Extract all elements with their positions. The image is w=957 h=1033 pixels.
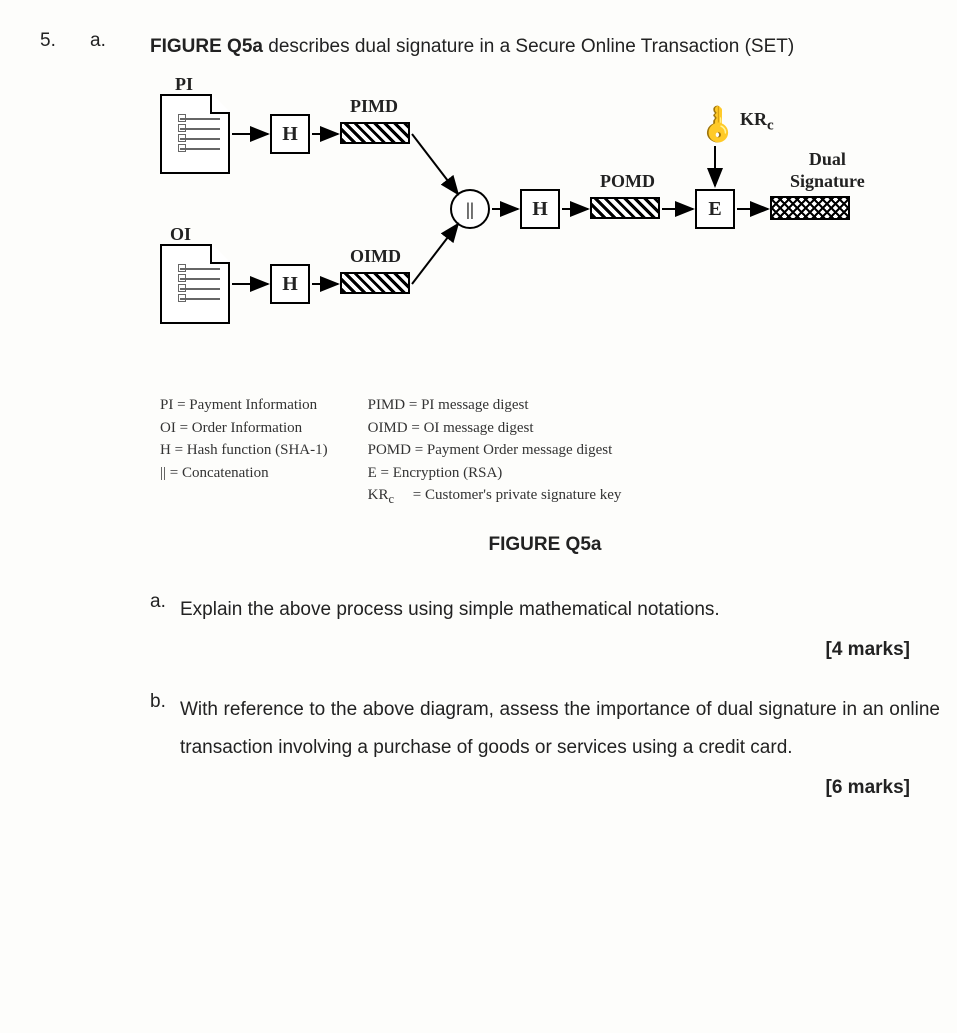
legend-item: PI = Payment Information — [160, 394, 328, 417]
sub-b-marks: [6 marks] — [150, 777, 940, 799]
legend-item: OIMD = OI message digest — [368, 417, 622, 440]
legend-item: KRc = Customer's private signature key — [368, 484, 622, 509]
intro-rest: describes dual signature in a Secure Onl… — [263, 36, 794, 57]
question-row: 5. a. FIGURE Q5a describes dual signatur… — [40, 30, 917, 829]
legend-item: POMD = Payment Order message digest — [368, 439, 622, 462]
question-body: FIGURE Q5a describes dual signature in a… — [150, 30, 940, 829]
sub-a-marks: [4 marks] — [150, 639, 940, 661]
legend-item: E = Encryption (RSA) — [368, 462, 622, 485]
legend-col-1: PI = Payment InformationOI = Order Infor… — [160, 394, 328, 509]
arrow-layer — [150, 74, 940, 374]
sub-a-body: Explain the above process using simple m… — [180, 591, 940, 629]
figure-ref: FIGURE Q5a — [150, 36, 263, 57]
question-letter: a. — [90, 30, 150, 829]
sub-b: b. With reference to the above diagram, … — [150, 691, 940, 767]
legend-item: H = Hash function (SHA-1) — [160, 439, 328, 462]
legend-item: || = Concatenation — [160, 462, 328, 485]
figure-caption: FIGURE Q5a — [150, 534, 940, 556]
legend-col-2: PIMD = PI message digestOIMD = OI messag… — [368, 394, 622, 509]
legend-item: PIMD = PI message digest — [368, 394, 622, 417]
intro-text: FIGURE Q5a describes dual signature in a… — [150, 30, 940, 64]
sub-b-body: With reference to the above diagram, ass… — [180, 691, 940, 767]
legend-item: OI = Order Information — [160, 417, 328, 440]
legend: PI = Payment InformationOI = Order Infor… — [150, 394, 940, 509]
sub-a-letter: a. — [150, 591, 180, 629]
question-number: 5. — [40, 30, 90, 829]
diagram: PI OI H H PIMD OIMD || H POMD — [150, 74, 940, 374]
sub-b-letter: b. — [150, 691, 180, 767]
sub-a: a. Explain the above process using simpl… — [150, 591, 940, 629]
